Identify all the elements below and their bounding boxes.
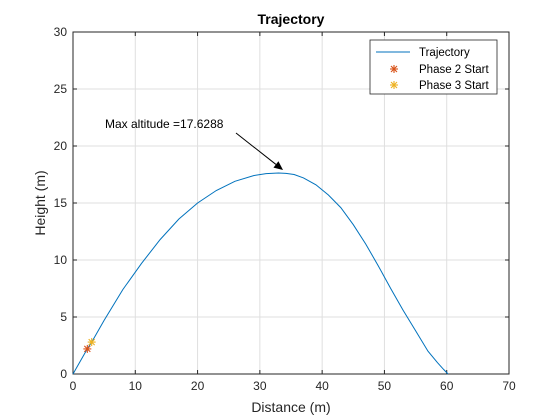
y-tick-label: 25 — [54, 82, 68, 96]
x-tick-label: 60 — [440, 379, 454, 393]
legend-marker-phase-3 — [390, 81, 398, 89]
data-point-phase-3-start — [87, 338, 96, 347]
y-tick-label: 10 — [54, 253, 68, 267]
legend-label-trajectory: Trajectory — [419, 47, 470, 59]
y-axis-label: Height (m) — [32, 170, 48, 235]
y-tick-label: 0 — [60, 367, 67, 381]
data-point-phase-2-start — [83, 344, 92, 353]
legend-marker-phase-2 — [390, 65, 398, 73]
y-tick-label: 20 — [54, 139, 68, 153]
x-tick-label: 0 — [70, 379, 77, 393]
y-tick-label: 5 — [60, 310, 67, 324]
series-layer — [72, 172, 449, 375]
annotation-arrow-head — [273, 161, 284, 171]
x-tick-label: 40 — [315, 379, 329, 393]
series-line-trajectory — [72, 172, 449, 375]
x-tick-label: 10 — [129, 379, 143, 393]
chart-title: Trajectory — [258, 11, 325, 27]
legend: Trajectory Phase 2 Start Phase 3 Start — [369, 39, 498, 95]
legend-label-phase-2: Phase 2 Start — [419, 64, 489, 76]
y-tick-label: 15 — [54, 196, 68, 210]
max-altitude-annotation: Max altitude =17.6288 — [105, 117, 284, 171]
legend-label-phase-3: Phase 3 Start — [419, 80, 489, 92]
annotation-text: Max altitude =17.6288 — [105, 117, 224, 131]
x-tick-label: 50 — [378, 379, 392, 393]
x-axis-label: Distance (m) — [251, 399, 330, 415]
y-tick-label: 30 — [54, 25, 68, 39]
x-tick-label: 70 — [502, 379, 516, 393]
x-tick-label: 20 — [191, 379, 205, 393]
x-tick-label: 30 — [253, 379, 267, 393]
axis-ticks: 0 10 20 30 40 50 60 70 0 5 10 15 20 25 30 — [54, 25, 516, 393]
annotation-arrow-line — [235, 132, 277, 165]
